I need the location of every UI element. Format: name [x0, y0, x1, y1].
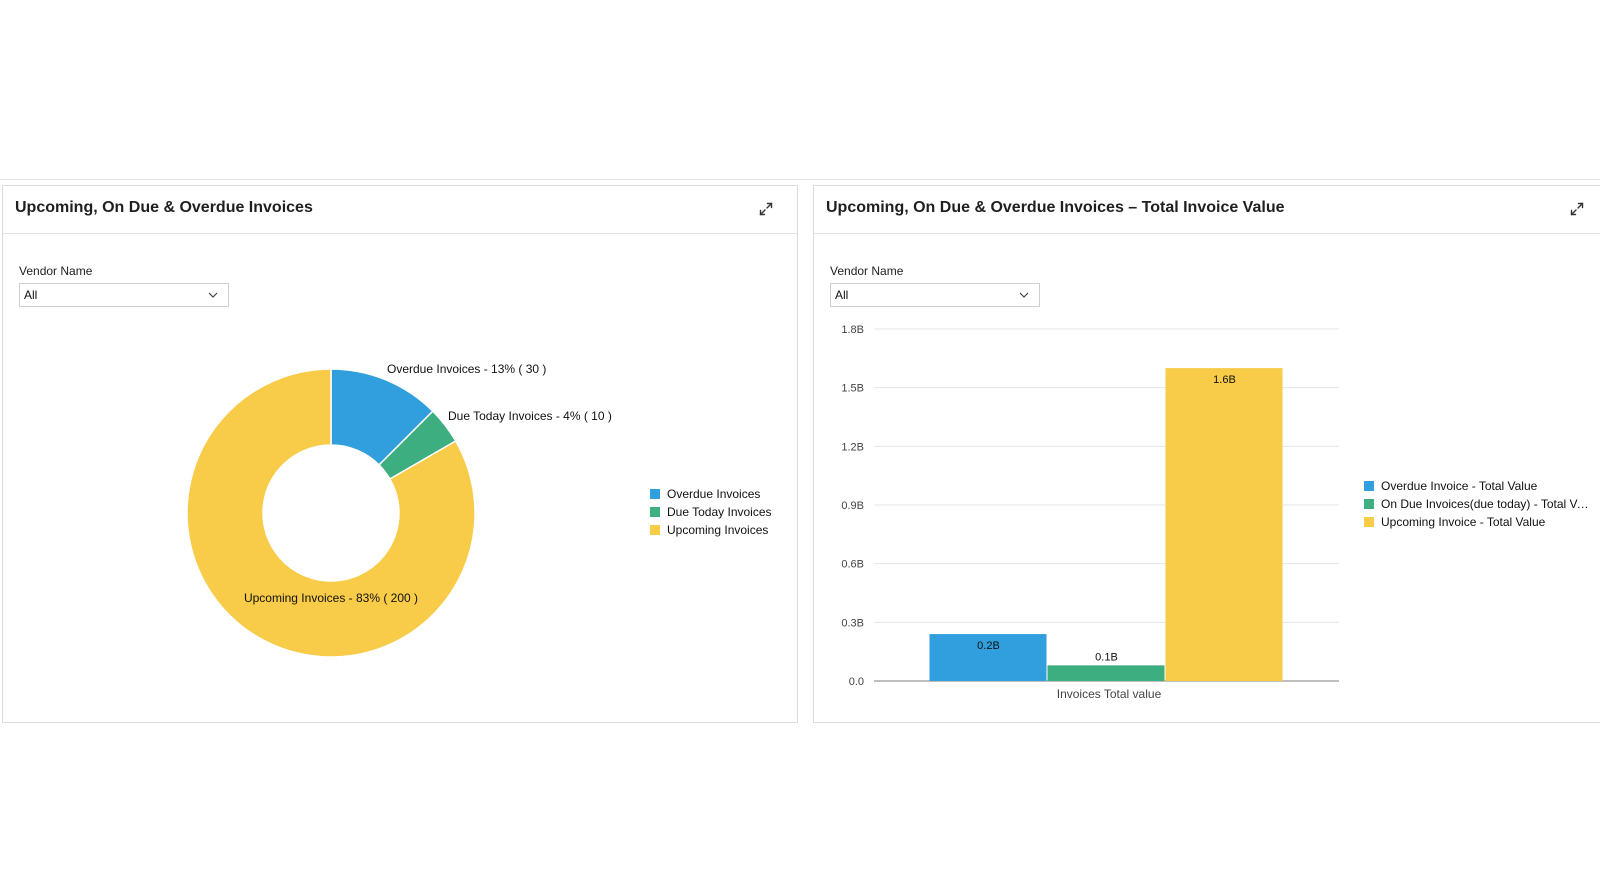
y-tick-label: 0.9B: [841, 500, 864, 512]
legend-swatch: [650, 507, 660, 517]
chevron-down-icon: [208, 292, 218, 298]
invoice-value-panel: Upcoming, On Due & Overdue Invoices – To…: [813, 185, 1600, 723]
panel-header: Upcoming, On Due & Overdue Invoices: [3, 186, 797, 234]
legend-swatch: [650, 489, 660, 499]
y-tick-label: 0.3B: [841, 617, 864, 629]
vendor-name-select[interactable]: All: [830, 283, 1040, 307]
bar-chart: 0.0 0.3B 0.6B 0.9B 1.2B 1.5B 1.8B 0.2B 0.1B 1.6B…: [841, 324, 1339, 701]
y-tick-label: 0.6B: [841, 559, 864, 571]
legend-label: Upcoming Invoice - Total Value: [1381, 515, 1546, 529]
bar-data-label: 1.6B: [1213, 374, 1236, 386]
chevron-down-icon: [1019, 292, 1029, 298]
legend-swatch: [1364, 517, 1374, 527]
legend-item-upcoming-value[interactable]: Upcoming Invoice - Total Value: [1364, 514, 1594, 532]
vendor-name-select[interactable]: All: [19, 283, 229, 307]
legend-swatch: [1364, 499, 1374, 509]
invoice-count-panel: Upcoming, On Due & Overdue Invoices Vend…: [2, 185, 798, 723]
vendor-name-label: Vendor Name: [830, 264, 904, 278]
expand-icon[interactable]: [1568, 200, 1586, 218]
bar-data-label: 0.2B: [977, 640, 1000, 652]
slice-label-upcoming: Upcoming Invoices - 83% ( 200 ): [244, 591, 418, 605]
vendor-name-value: All: [835, 288, 849, 302]
bar-data-label: 0.1B: [1095, 651, 1118, 663]
donut-slice-upcoming[interactable]: [186, 368, 476, 658]
legend-item-due-today-value[interactable]: On Due Invoices(due today) - Total Value: [1364, 496, 1594, 514]
legend-label: Overdue Invoice - Total Value: [1381, 479, 1538, 493]
legend-item-overdue-value[interactable]: Overdue Invoice - Total Value: [1364, 478, 1594, 496]
legend-label: Due Today Invoices: [667, 505, 772, 519]
expand-icon[interactable]: [757, 200, 775, 218]
legend-label: On Due Invoices(due today) - Total Value: [1381, 497, 1591, 511]
slice-label-overdue: Overdue Invoices - 13% ( 30 ): [387, 362, 546, 376]
vendor-name-value: All: [24, 288, 38, 302]
y-tick-label: 1.8B: [841, 324, 864, 336]
legend-label: Overdue Invoices: [667, 487, 761, 501]
legend-swatch: [1364, 481, 1374, 491]
vendor-name-label: Vendor Name: [19, 264, 93, 278]
x-axis-label: Invoices Total value: [1057, 687, 1162, 701]
legend-label: Upcoming Invoices: [667, 523, 769, 537]
slice-label-due-today: Due Today Invoices - 4% ( 10 ): [448, 409, 612, 423]
legend-swatch: [650, 525, 660, 535]
bar-due-today-value[interactable]: [1047, 665, 1165, 681]
donut-chart: Overdue Invoices - 13% ( 30 ) Due Today …: [186, 362, 612, 658]
bar-legend: Overdue Invoice - Total Value On Due Inv…: [1364, 478, 1594, 532]
panel-title: Upcoming, On Due & Overdue Invoices – To…: [826, 199, 1285, 216]
y-tick-label: 1.5B: [841, 383, 864, 395]
page-divider: [0, 179, 1600, 180]
y-tick-label: 0.0: [849, 676, 864, 688]
bar-overdue-value[interactable]: [929, 634, 1047, 681]
y-tick-label: 1.2B: [841, 441, 864, 453]
bar-upcoming-value[interactable]: [1165, 368, 1283, 681]
panel-header: Upcoming, On Due & Overdue Invoices – To…: [814, 186, 1600, 234]
panel-title: Upcoming, On Due & Overdue Invoices: [15, 199, 313, 216]
